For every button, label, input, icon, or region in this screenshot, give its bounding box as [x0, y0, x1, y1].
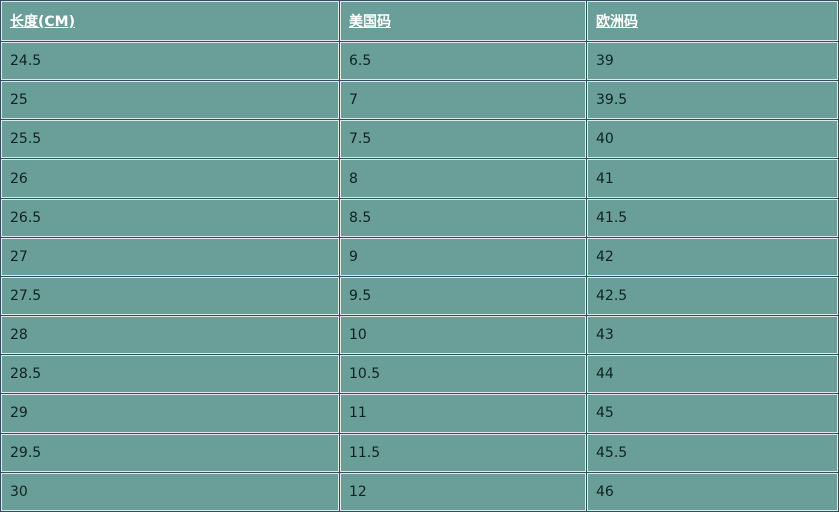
cell-length-cm: 25	[1, 81, 339, 120]
table-row: 27 9 42	[1, 237, 838, 276]
cell-us-size: 11.5	[340, 433, 586, 472]
cell-eu-size: 42	[587, 237, 838, 276]
cell-us-size: 9.5	[340, 276, 586, 316]
table-row: 26 8 41	[1, 159, 838, 198]
cell-eu-size: 40	[587, 120, 838, 159]
header-us-size[interactable]: 美国码	[340, 1, 586, 41]
cell-us-size: 11	[340, 394, 586, 433]
cell-length-cm: 24.5	[1, 42, 339, 81]
cell-us-size: 10	[340, 316, 586, 355]
cell-length-cm: 29	[1, 394, 339, 433]
cell-length-cm: 28.5	[1, 355, 339, 394]
cell-eu-size: 41	[587, 159, 838, 198]
cell-eu-size: 42.5	[587, 276, 838, 316]
cell-length-cm: 26.5	[1, 198, 339, 237]
cell-eu-size: 46	[587, 472, 838, 511]
table-row: 26.5 8.5 41.5	[1, 198, 838, 237]
cell-length-cm: 28	[1, 316, 339, 355]
cell-us-size: 12	[340, 472, 586, 511]
table-row: 28 10 43	[1, 316, 838, 355]
table-row: 25.5 7.5 40	[1, 120, 838, 159]
header-length-cm[interactable]: 长度(CM)	[1, 1, 339, 41]
cell-eu-size: 45.5	[587, 433, 838, 472]
cell-length-cm: 25.5	[1, 120, 339, 159]
cell-length-cm: 26	[1, 159, 339, 198]
cell-eu-size: 45	[587, 394, 838, 433]
cell-us-size: 10.5	[340, 355, 586, 394]
table-row: 25 7 39.5	[1, 81, 838, 120]
table-row: 30 12 46	[1, 472, 838, 511]
cell-eu-size: 39.5	[587, 81, 838, 120]
cell-us-size: 8	[340, 159, 586, 198]
cell-length-cm: 30	[1, 472, 339, 511]
cell-eu-size: 39	[587, 42, 838, 81]
cell-eu-size: 44	[587, 355, 838, 394]
cell-us-size: 8.5	[340, 198, 586, 237]
cell-us-size: 9	[340, 237, 586, 276]
cell-us-size: 7.5	[340, 120, 586, 159]
cell-eu-size: 43	[587, 316, 838, 355]
table-row: 29 11 45	[1, 394, 838, 433]
table-body: 24.5 6.5 39 25 7 39.5 25.5 7.5 40 26 8 41 26.5 8.5 41.…	[1, 42, 838, 511]
cell-length-cm: 27.5	[1, 276, 339, 316]
table-row: 29.5 11.5 45.5	[1, 433, 838, 472]
cell-eu-size: 41.5	[587, 198, 838, 237]
header-eu-size[interactable]: 欧洲码	[587, 1, 838, 41]
cell-us-size: 7	[340, 81, 586, 120]
table-row: 28.5 10.5 44	[1, 355, 838, 394]
table-row: 24.5 6.5 39	[1, 42, 838, 81]
cell-length-cm: 27	[1, 237, 339, 276]
cell-length-cm: 29.5	[1, 433, 339, 472]
cell-us-size: 6.5	[340, 42, 586, 81]
header-row: 长度(CM) 美国码 欧洲码	[1, 1, 838, 41]
table-row: 27.5 9.5 42.5	[1, 276, 838, 316]
